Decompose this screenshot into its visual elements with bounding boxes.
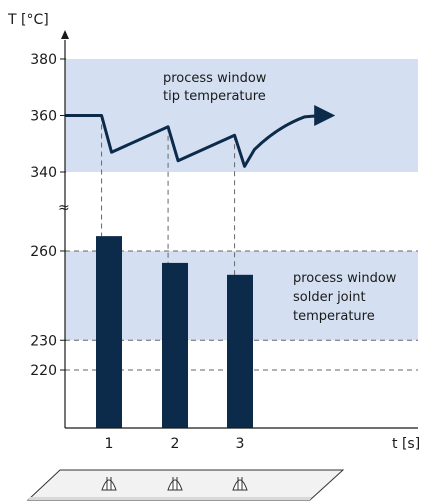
solder-joint-shape [167,479,183,491]
solder-window-label-line-1: process window [293,271,397,286]
y-tick-label-360: 360 [30,109,57,125]
tip-temperature-curve [65,105,336,168]
solder-joint-icon-3 [232,477,248,491]
solder-joint-icon-2 [167,477,183,491]
y-tick-label-220: 220 [30,363,57,379]
x-tick-label-2: 2 [171,436,180,452]
y-tick-label-380: 380 [30,52,57,68]
y-axis-label: T [°C] [7,12,49,28]
circuit-board-edge [28,497,312,500]
y-axis-arrow-icon [61,30,69,39]
bar-1 [96,236,122,428]
x-axis-label: t [s] [392,436,420,452]
y-tick-label-340: 340 [30,165,57,181]
y-tick-label-260: 260 [30,244,57,260]
tip-window-label-line-1: process window [163,71,267,86]
bar-2 [162,262,188,428]
solder-joint-shape [101,479,117,491]
bar-3 [227,274,253,428]
solder-joint-shape [232,479,248,491]
x-tick-label-3: 3 [236,436,245,452]
circuit-board [26,469,345,501]
solder-joint-icon-1 [101,477,117,491]
axis-break-symbol: ≈ [58,200,70,216]
tip-window-label-line-2: tip temperature [163,89,266,104]
solder-window-label-line-3: temperature [293,309,375,324]
solder-window-label-line-2: solder joint [293,290,366,305]
x-tick-label-1: 1 [105,436,114,452]
y-tick-label-230: 230 [30,333,57,349]
